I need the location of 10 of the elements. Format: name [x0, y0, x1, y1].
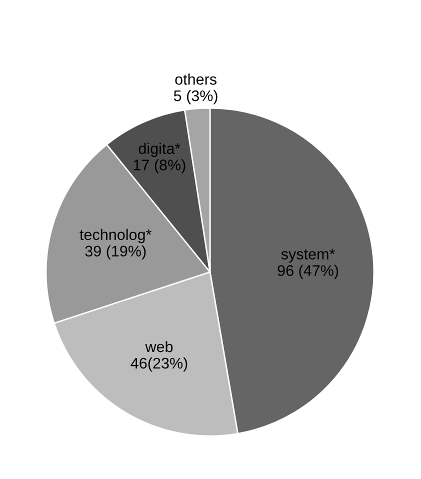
slice-label: technolog* — [80, 228, 152, 244]
slice-label: digita* — [138, 142, 180, 157]
data-label: 39 (19%) — [85, 245, 146, 260]
data-label: 96 (47%) — [278, 264, 338, 279]
slice-label: web — [145, 340, 173, 352]
slice-label: others — [175, 74, 216, 85]
data-label: 17 (8%) — [134, 159, 186, 174]
data-label: 46(23%) — [130, 357, 188, 372]
data-label: 5 (3%) — [174, 90, 218, 104]
slice-label: system* — [281, 248, 335, 263]
